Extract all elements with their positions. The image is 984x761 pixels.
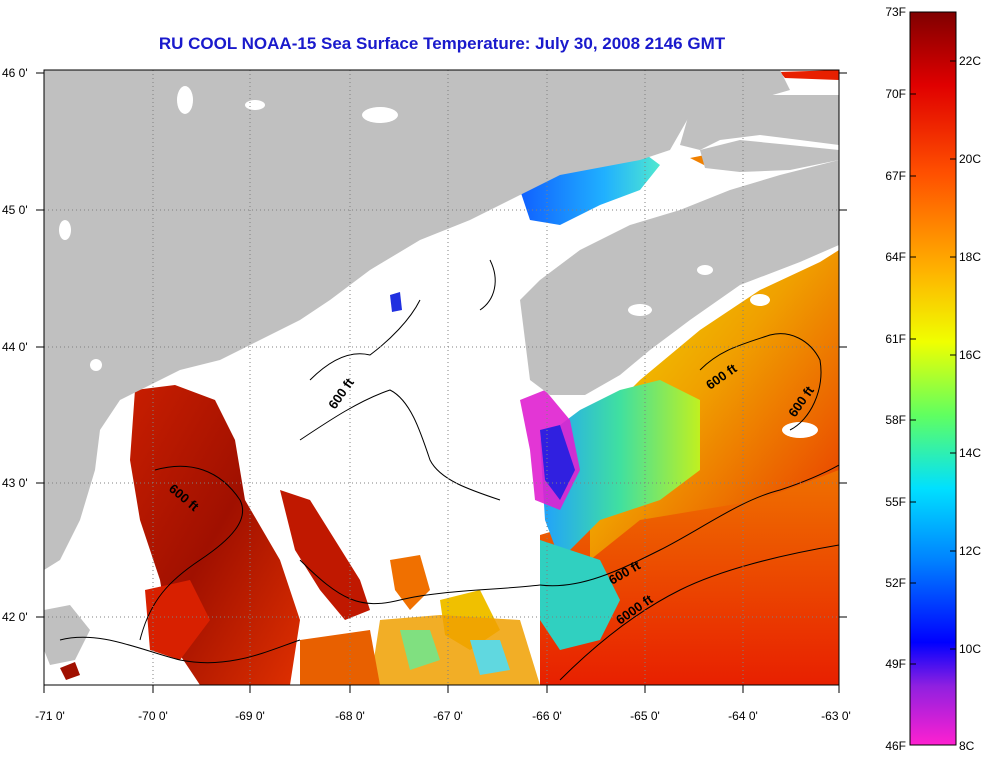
colorbar-ticks <box>910 60 956 665</box>
map-plot-area: 600 ft 600 ft 600 ft 600 ft 600 ft 6000 … <box>44 70 839 685</box>
cb-c-label-1: 20C <box>959 152 981 166</box>
sst-field <box>60 70 839 685</box>
cb-f-label-6: 55F <box>885 495 906 509</box>
cb-f-label-2: 67F <box>885 169 906 183</box>
lat-label-2: 44 0' <box>2 340 28 354</box>
cb-c-label-4: 14C <box>959 446 981 460</box>
lat-label-4: 42 0' <box>2 610 28 624</box>
lat-label-1: 45 0' <box>2 203 28 217</box>
lon-label-4: -67 0' <box>433 709 463 723</box>
cb-f-label-4: 61F <box>885 332 906 346</box>
lon-label-0: -71 0' <box>35 709 65 723</box>
plot-frame <box>43 69 840 686</box>
lon-label-1: -70 0' <box>138 709 168 723</box>
lat-label-3: 43 0' <box>2 476 28 490</box>
cb-f-label-1: 70F <box>885 87 906 101</box>
sst-map: 600 ft 600 ft 600 ft 600 ft 600 ft 6000 … <box>2 66 851 723</box>
cb-f-label-7: 52F <box>885 576 906 590</box>
axis-ticks <box>36 72 847 693</box>
cb-c-label-2: 18C <box>959 250 981 264</box>
cb-f-label-8: 49F <box>885 657 906 671</box>
lon-label-6: -65 0' <box>630 709 660 723</box>
land <box>44 70 839 665</box>
cb-f-label-0: 73F <box>885 5 906 19</box>
cb-f-label-3: 64F <box>885 250 906 264</box>
cb-c-label-5: 12C <box>959 544 981 558</box>
cb-c-label-7: 8C <box>959 739 975 753</box>
depth-contours <box>59 259 839 681</box>
lon-label-8: -63 0' <box>821 709 851 723</box>
graticule <box>44 70 839 685</box>
chart-title: RU COOL NOAA-15 Sea Surface Temperature:… <box>158 34 726 53</box>
lon-label-7: -64 0' <box>728 709 758 723</box>
lon-label-2: -69 0' <box>235 709 265 723</box>
lon-label-3: -68 0' <box>335 709 365 723</box>
lat-label-0: 46 0' <box>2 66 28 80</box>
cb-c-label-3: 16C <box>959 348 981 362</box>
cb-c-label-0: 22C <box>959 54 981 68</box>
lon-label-5: -66 0' <box>532 709 562 723</box>
cb-f-label-9: 46F <box>885 739 906 753</box>
cb-c-label-6: 10C <box>959 642 981 656</box>
no-data-patches <box>59 86 818 438</box>
colorbar-gradient <box>909 11 957 746</box>
cb-f-label-5: 58F <box>885 413 906 427</box>
colorbar: 73F 70F 67F 64F 61F 58F 55F 52F 49F 46F … <box>885 5 981 753</box>
